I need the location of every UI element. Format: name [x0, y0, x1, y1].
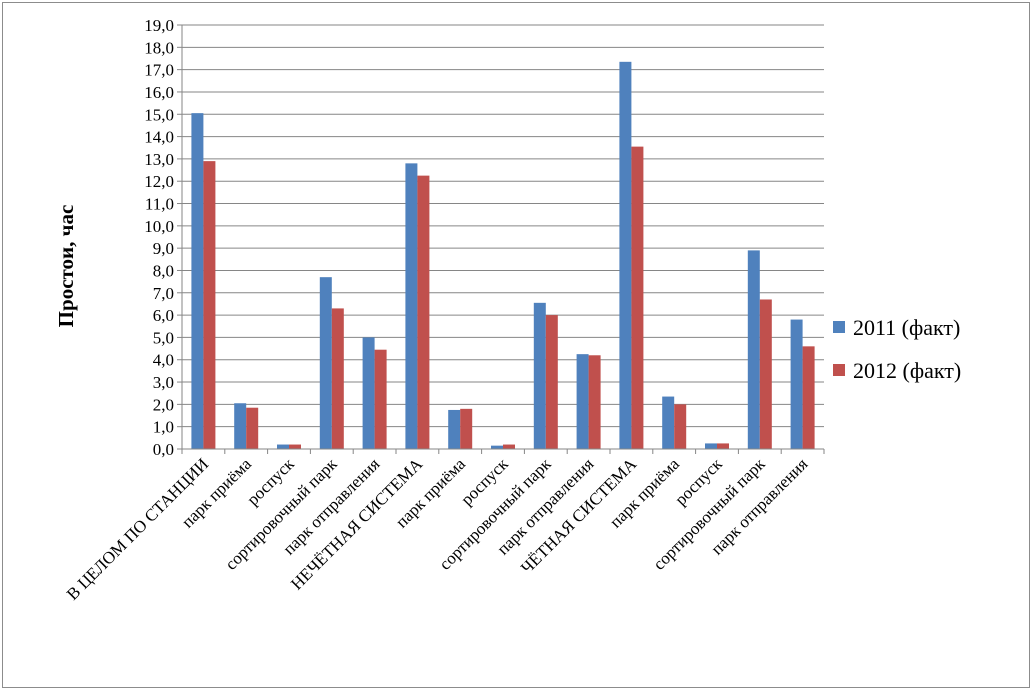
bar: [705, 443, 717, 449]
bar: [277, 444, 289, 449]
y-tick-label: 2,0: [153, 395, 174, 414]
y-tick-label: 8,0: [153, 261, 174, 280]
y-tick-label: 5,0: [153, 328, 174, 347]
bar: [588, 355, 601, 449]
legend: 2011 (факт) 2012 (факт): [833, 315, 961, 383]
bar: [460, 408, 473, 449]
y-tick-label: 13,0: [144, 150, 174, 169]
bar: [289, 444, 301, 449]
bar: [319, 277, 332, 449]
y-tick-label: 18,0: [144, 38, 174, 57]
legend-label: 2012 (факт): [853, 358, 961, 383]
bar: [405, 163, 418, 449]
bar: [747, 250, 760, 449]
bar: [545, 315, 558, 449]
y-tick-label: 11,0: [145, 195, 174, 214]
bar: [717, 443, 729, 449]
y-tick-label: 15,0: [144, 105, 174, 124]
y-tick-label: 3,0: [153, 373, 174, 392]
bar: [191, 113, 204, 449]
bar: [362, 337, 375, 449]
bar-chart: 0,0 1,0 2,0 3,0 4,0 5,0 6,0 7,0 8,0 9,0 10,0 11,0 12…: [54, 16, 961, 604]
bar: [234, 403, 247, 449]
bar: [631, 146, 644, 450]
gridlines: [177, 24, 824, 450]
y-tick-label: 4,0: [153, 351, 174, 370]
bar: [759, 299, 772, 449]
bar: [790, 319, 803, 449]
bar: [448, 409, 461, 449]
y-tick-label: 16,0: [144, 83, 174, 102]
legend-swatch: [833, 321, 845, 333]
y-axis-label: Простои, час: [54, 205, 78, 328]
y-tick-label: 19,0: [144, 16, 174, 35]
bar: [246, 407, 259, 449]
bar: [576, 354, 589, 449]
bar: [491, 445, 503, 449]
bar: [374, 349, 387, 449]
y-tick-label: 12,0: [144, 172, 174, 191]
y-tick-label: 7,0: [153, 284, 174, 303]
axes: [181, 25, 825, 454]
legend-label: 2011 (факт): [853, 315, 960, 340]
bar: [417, 175, 430, 449]
y-tick-label: 14,0: [144, 128, 174, 147]
y-tick-labels: 0,0 1,0 2,0 3,0 4,0 5,0 6,0 7,0 8,0 9,0 10,0 11,0 12…: [144, 16, 174, 459]
bar: [662, 396, 675, 449]
bar: [503, 444, 515, 449]
y-tick-label: 0,0: [153, 440, 174, 459]
y-tick-label: 1,0: [153, 418, 174, 437]
bar: [203, 161, 216, 449]
bar: [619, 61, 632, 450]
bar: [533, 302, 546, 449]
bar: [331, 308, 344, 449]
bar: [802, 346, 815, 449]
y-tick-label: 6,0: [153, 306, 174, 325]
y-tick-label: 10,0: [144, 217, 174, 236]
legend-swatch: [833, 364, 845, 376]
y-tick-label: 17,0: [144, 61, 174, 80]
y-tick-label: 9,0: [153, 239, 174, 258]
bars: [191, 61, 815, 450]
bar: [674, 404, 687, 449]
